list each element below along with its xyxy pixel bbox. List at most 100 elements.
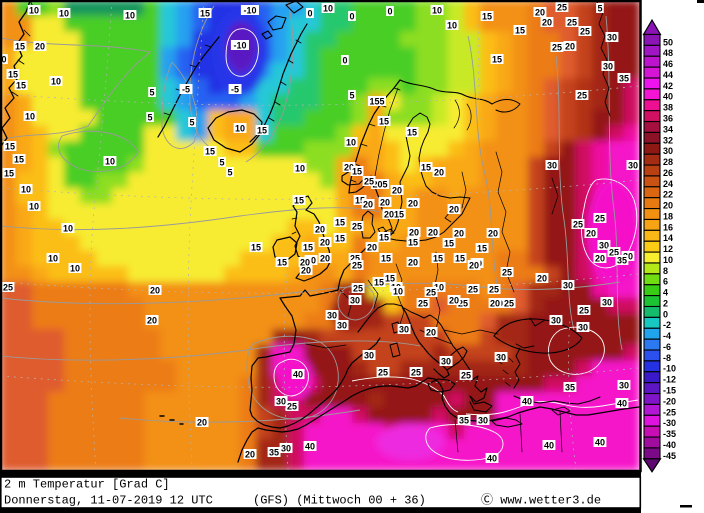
svg-text:28: 28 [663,157,673,167]
svg-text:5: 5 [219,157,224,167]
svg-text:5: 5 [349,90,354,100]
svg-text:50: 50 [663,37,673,47]
svg-text:0: 0 [349,11,354,21]
svg-text:20: 20 [449,204,459,214]
svg-text:30: 30 [607,32,617,42]
svg-text:20: 20 [315,224,325,234]
svg-text:25: 25 [577,90,587,100]
svg-text:5: 5 [189,117,194,127]
svg-text:20: 20 [320,253,330,263]
svg-text:25: 25 [350,253,360,263]
svg-text:15: 15 [421,162,431,172]
svg-text:15: 15 [379,232,389,242]
svg-text:18: 18 [663,211,673,221]
svg-text:25: 25 [573,219,583,229]
svg-text:35: 35 [617,255,627,265]
svg-text:20: 20 [409,227,419,237]
svg-text:6: 6 [663,277,668,287]
svg-text:15: 15 [407,127,417,137]
svg-text:34: 34 [663,124,673,134]
svg-text:12: 12 [663,244,673,254]
svg-text:25: 25 [580,26,590,36]
svg-text:30: 30 [551,315,561,325]
svg-text:-40: -40 [663,440,676,450]
svg-text:15: 15 [15,41,25,51]
svg-text:14: 14 [663,233,673,243]
svg-text:155: 155 [369,96,384,106]
svg-text:-8: -8 [663,353,671,363]
svg-text:10: 10 [346,137,356,147]
svg-text:20: 20 [490,298,500,308]
svg-text:25: 25 [489,284,499,294]
svg-text:25: 25 [504,298,514,308]
svg-text:205: 205 [372,179,387,189]
svg-text:35: 35 [565,382,575,392]
svg-text:10: 10 [432,5,442,15]
svg-text:20: 20 [586,228,596,238]
svg-text:30: 30 [441,356,451,366]
svg-text:15: 15 [4,168,14,178]
svg-text:15: 15 [303,242,313,252]
svg-text:25: 25 [502,267,512,277]
svg-text:2: 2 [663,298,668,308]
svg-text:20: 20 [408,257,418,267]
svg-text:-5: -5 [231,84,239,94]
svg-text:35: 35 [459,415,469,425]
svg-text:20: 20 [367,242,377,252]
svg-text:30: 30 [276,396,286,406]
svg-text:20: 20 [595,253,605,263]
svg-text:-4: -4 [663,331,671,341]
svg-text:30: 30 [478,415,488,425]
svg-text:15: 15 [8,69,18,79]
svg-text:46: 46 [663,59,673,69]
svg-text:40: 40 [617,398,627,408]
svg-text:20: 20 [408,198,418,208]
svg-text:-30: -30 [663,418,676,428]
svg-text:20: 20 [488,228,498,238]
svg-text:15: 15 [16,80,26,90]
svg-text:20: 20 [392,185,402,195]
svg-text:-35: -35 [663,429,676,439]
svg-text:25: 25 [352,260,362,270]
svg-text:10: 10 [434,282,444,292]
svg-text:10: 10 [29,201,39,211]
svg-text:30: 30 [327,310,337,320]
svg-text:20: 20 [542,17,552,27]
svg-text:20: 20 [35,41,45,51]
svg-text:-10: -10 [233,40,246,50]
svg-text:-2: -2 [663,320,671,330]
svg-text:20: 20 [434,167,444,177]
svg-text:15: 15 [455,253,465,263]
svg-text:25: 25 [461,370,471,380]
svg-text:10: 10 [51,76,61,86]
svg-text:20: 20 [363,199,373,209]
svg-text:25: 25 [3,282,13,292]
svg-text:40: 40 [663,92,673,102]
svg-text:30: 30 [578,322,588,332]
svg-text:15: 15 [381,253,391,263]
svg-text:25: 25 [609,247,619,257]
svg-text:25: 25 [426,287,436,297]
svg-text:10: 10 [393,286,403,296]
svg-text:20: 20 [449,295,459,305]
svg-text:15: 15 [277,257,287,267]
svg-text:15: 15 [5,141,15,151]
svg-text:30: 30 [628,160,638,170]
svg-text:20: 20 [454,228,464,238]
svg-text:-45: -45 [663,451,676,461]
svg-text:25: 25 [458,298,468,308]
svg-text:-20: -20 [663,396,676,406]
svg-text:20: 20 [150,285,160,295]
svg-text:30: 30 [563,280,573,290]
svg-text:10: 10 [63,223,73,233]
svg-text:5: 5 [227,167,232,177]
svg-text:10: 10 [70,263,80,273]
svg-text:-6: -6 [663,342,671,352]
svg-text:10: 10 [25,111,35,121]
svg-text:25: 25 [468,284,478,294]
svg-text:10: 10 [295,163,305,173]
svg-text:30: 30 [547,160,557,170]
svg-text:8: 8 [663,266,668,276]
svg-text:15: 15 [251,242,261,252]
svg-text:10: 10 [29,5,39,15]
